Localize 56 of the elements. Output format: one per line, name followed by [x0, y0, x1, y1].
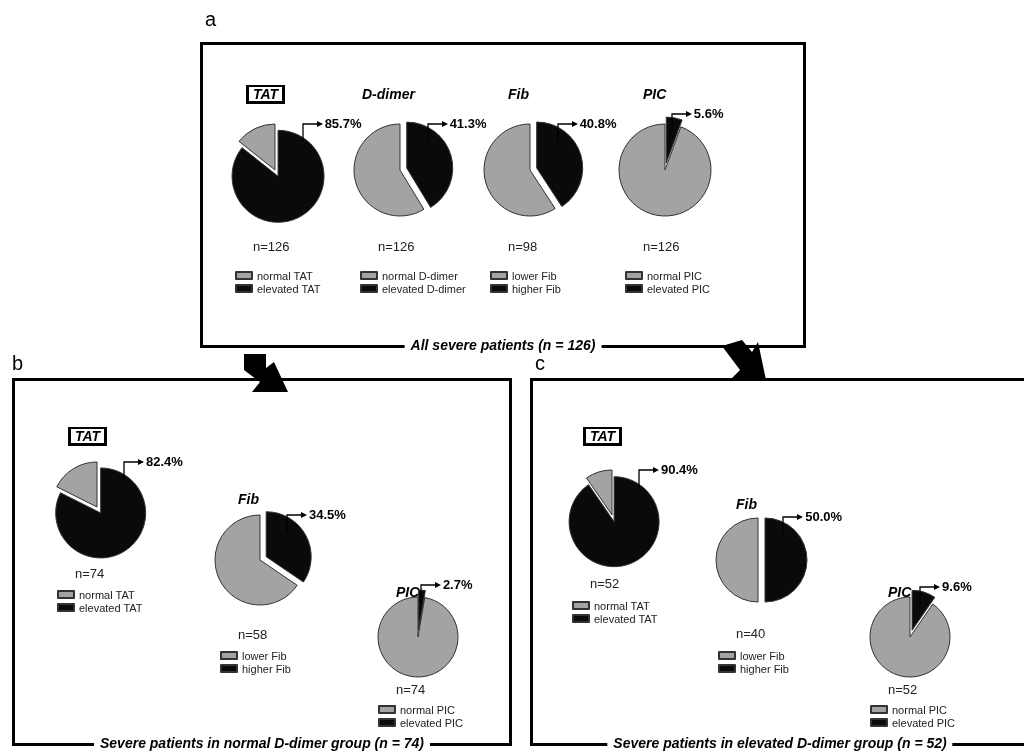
legend-label: normal PIC	[892, 703, 948, 716]
data-label: 2.7%	[442, 577, 473, 593]
legend-label: elevated D-dimer	[382, 282, 467, 295]
text: a	[205, 8, 217, 31]
legend-label: higher Fib	[512, 282, 561, 295]
legend-label: normal PIC	[400, 703, 456, 716]
text: Severe patients in elevated D-dimer group (n = 52)	[607, 735, 953, 751]
text: n=126	[253, 239, 290, 254]
text: Severe patients in normal D-dimer group (n = 74)	[93, 735, 431, 751]
data-label: 9.6%	[942, 578, 972, 594]
chart-title: Fib	[736, 496, 758, 512]
legend-label: normal TAT	[594, 599, 650, 612]
chart-title: Fib	[508, 86, 530, 102]
data-label: 85.7%	[324, 116, 362, 132]
legend-label: elevated TAT	[257, 282, 321, 295]
data-label: 5.6%	[693, 105, 724, 121]
text: n=74	[75, 566, 105, 581]
chart-title: PIC	[643, 86, 668, 102]
chart-title: TAT	[253, 86, 280, 102]
legend-label: normal TAT	[79, 588, 135, 601]
data-label: 34.5%	[309, 506, 346, 522]
text: n=52	[590, 576, 620, 591]
legend-label: normal D-dimer	[382, 269, 459, 282]
text: n=40	[736, 626, 766, 641]
legend-label: lower Fib	[740, 649, 785, 662]
legend-label: normal PIC	[647, 269, 703, 282]
data-label: 90.4%	[661, 461, 698, 477]
legend-label: elevated TAT	[594, 612, 658, 625]
legend-label: elevated TAT	[79, 601, 143, 614]
legend-label: elevated PIC	[400, 716, 464, 729]
text: n=58	[238, 627, 268, 642]
legend-label: higher Fib	[740, 662, 789, 675]
data-label: 40.8%	[579, 116, 617, 132]
text: n=74	[396, 682, 426, 697]
text: All severe patients (n = 126)	[404, 337, 602, 353]
legend-label: normal TAT	[257, 269, 313, 282]
legend-label: lower Fib	[242, 649, 287, 662]
text: n=52	[888, 682, 918, 697]
chart-title: TAT	[75, 428, 102, 444]
text: b	[12, 352, 24, 375]
text: c	[535, 352, 545, 375]
legend-label: elevated PIC	[892, 716, 956, 729]
text: n=126	[378, 239, 415, 254]
text: n=98	[508, 239, 538, 254]
chart-title: D-dimer	[362, 86, 417, 102]
data-label: 50.0%	[805, 508, 843, 524]
chart-title: Fib	[238, 491, 260, 507]
chart-title: PIC	[888, 584, 913, 600]
chart-title: TAT	[590, 428, 617, 444]
chart-title: PIC	[396, 584, 421, 600]
text: n=126	[643, 239, 680, 254]
legend-label: higher Fib	[242, 662, 291, 675]
legend-label: lower Fib	[512, 269, 557, 282]
legend-label: elevated PIC	[647, 282, 711, 295]
data-label: 41.3%	[449, 116, 487, 132]
data-label: 82.4%	[146, 453, 183, 469]
